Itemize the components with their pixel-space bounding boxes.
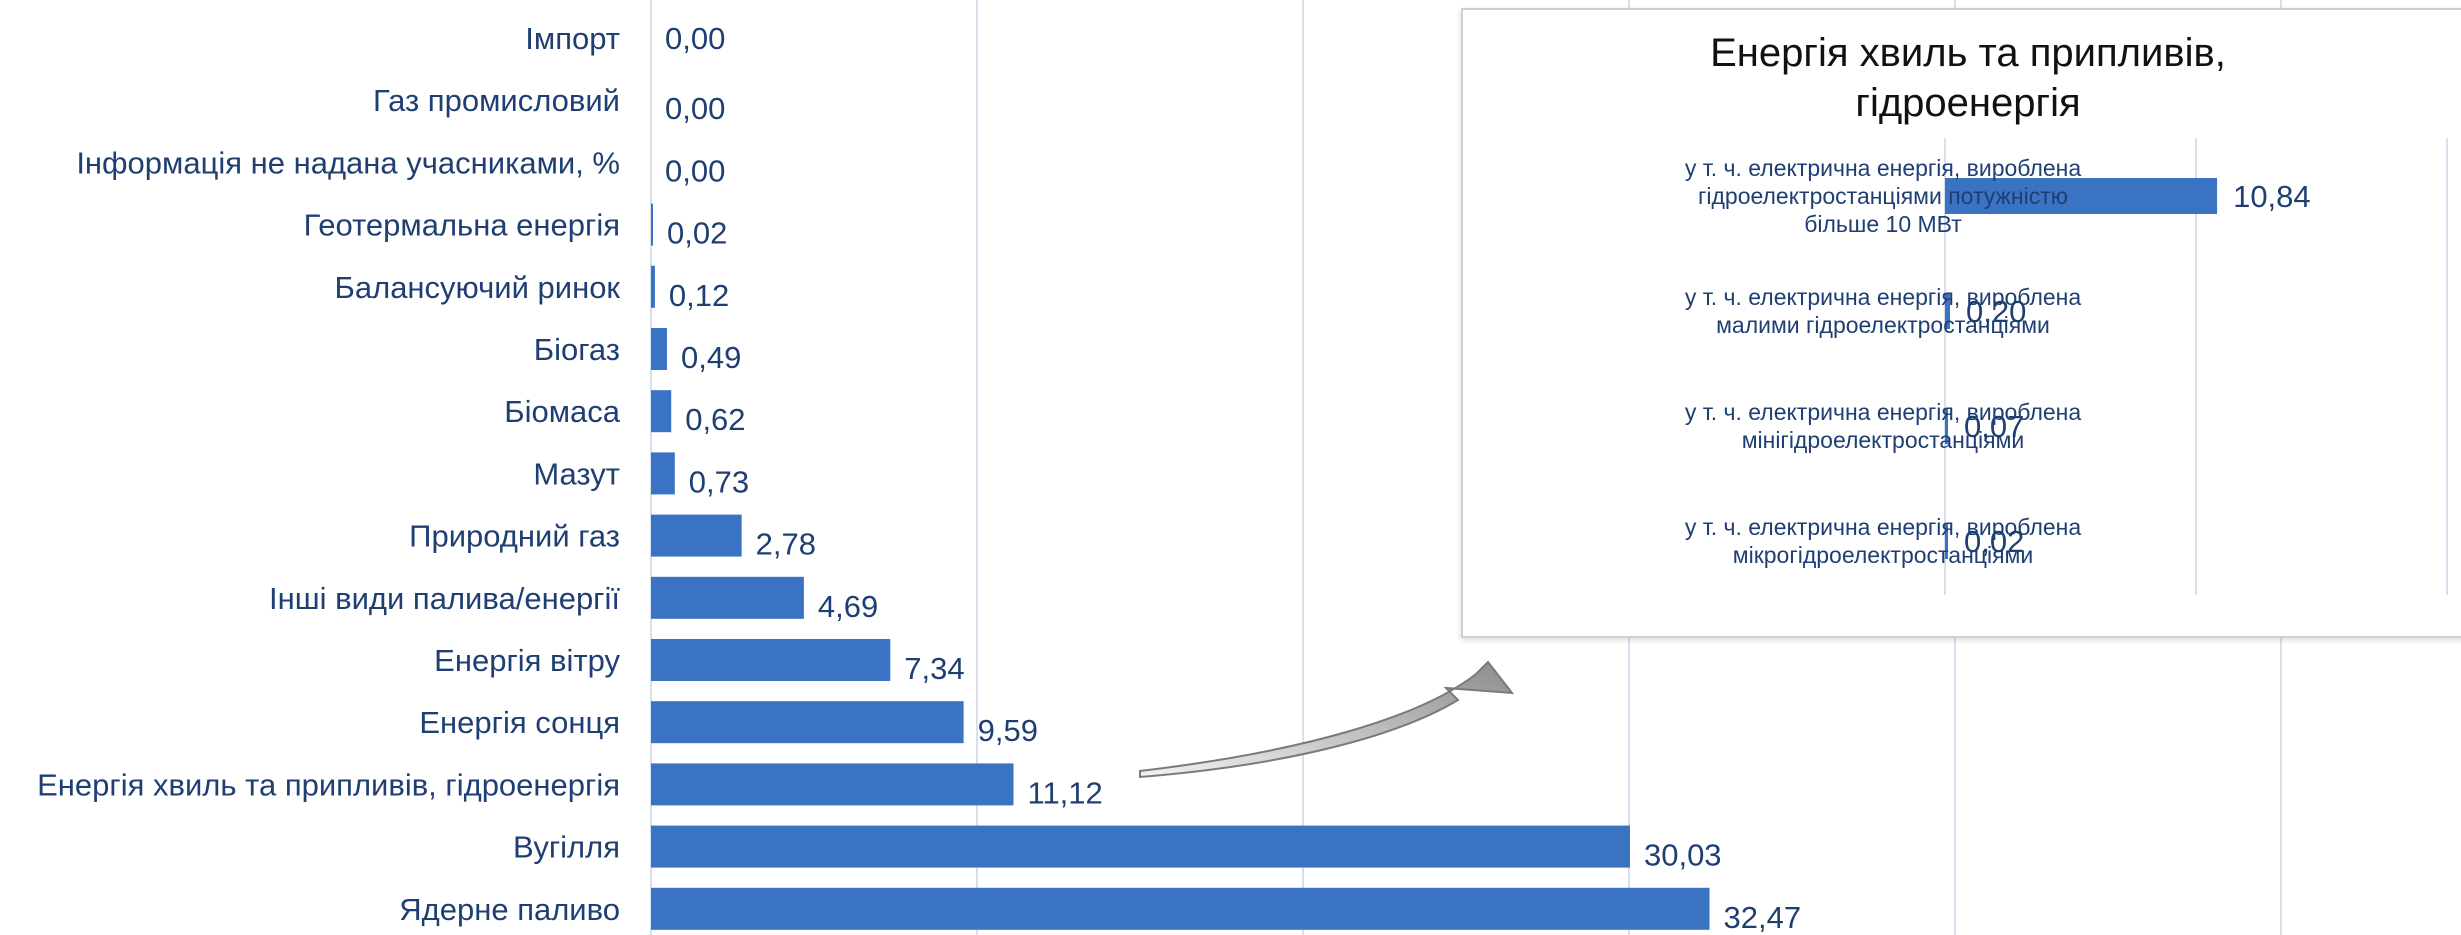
- main-value-label: 0,00: [665, 153, 725, 188]
- inset-chart-panel: у т. ч. електрична енергія, вироблена гід…: [1461, 8, 2461, 638]
- main-value-label: 0,62: [685, 402, 745, 437]
- main-value-label: 0,02: [667, 216, 727, 251]
- inset-bar: [1945, 178, 2218, 214]
- main-category-label: Інші види палива/енергії: [269, 581, 620, 616]
- main-category-label: Газ промисловий: [373, 83, 620, 118]
- main-bar: [651, 328, 667, 370]
- inset-category-label: у т. ч. електрична енергія, вироблена гід…: [1685, 155, 2082, 237]
- main-category-label: Природний газ: [409, 519, 620, 554]
- inset-bars: [1945, 178, 2218, 559]
- inset-gridlines: [1944, 138, 2448, 595]
- main-value-label: 30,03: [1644, 838, 1722, 873]
- inset-title-line-1: Енергія хвиль та припливів,: [1710, 31, 2226, 75]
- main-category-label: Енергія вітру: [434, 643, 620, 678]
- inset-category-label: у т. ч. електрична енергія, вироблена мал…: [1685, 284, 2082, 338]
- main-bars: [651, 203, 1710, 930]
- main-bar: [651, 639, 891, 681]
- inset-value-labels: 10,84 0,20 0,07 0,02: [1964, 179, 2311, 559]
- inset-category-labels: у т. ч. електрична енергія, вироблена гід…: [1685, 155, 2082, 568]
- main-category-label: Імпорт: [525, 21, 620, 56]
- inset-category-label-line: у т. ч. електрична енергія, вироблена: [1685, 284, 2082, 310]
- main-category-label: Інформація не надана учасниками, %: [76, 145, 620, 180]
- inset-category-label-line: більше 10 МВт: [1804, 211, 1962, 237]
- main-value-label: 0,00: [665, 91, 725, 126]
- main-category-labels: Імпорт Газ промисловий Інформація не надан…: [37, 21, 621, 927]
- main-value-label: 0,73: [689, 464, 749, 499]
- main-value-label: 0,49: [681, 340, 741, 375]
- main-category-label: Біогаз: [534, 332, 620, 367]
- main-value-label: 0,00: [665, 21, 725, 56]
- main-bar: [651, 825, 1630, 868]
- main-category-label: Балансуючий ринок: [335, 270, 621, 305]
- main-bar: [651, 514, 742, 557]
- main-category-label: Геотермальна енергія: [304, 208, 620, 243]
- main-value-label: 9,59: [978, 713, 1038, 748]
- inset-category-label-line: мінігідроелектростанціями: [1742, 427, 2025, 453]
- main-value-label: 4,69: [818, 589, 878, 624]
- main-category-label: Енергія сонця: [419, 705, 620, 740]
- inset-value-label: 0,20: [1966, 294, 2026, 329]
- main-bar: [651, 887, 1710, 930]
- main-category-label: Енергія хвиль та припливів, гідроенергія: [37, 767, 620, 802]
- inset-category-label: у т. ч. електрична енергія, вироблена мін…: [1685, 399, 2082, 453]
- inset-bar-chart: у т. ч. електрична енергія, вироблена гід…: [1685, 138, 2448, 595]
- main-bar: [651, 265, 655, 308]
- main-value-label: 0,12: [669, 278, 729, 313]
- inset-bar: [1945, 293, 1951, 329]
- main-category-label: Біомаса: [504, 394, 621, 429]
- main-value-label: 32,47: [1724, 900, 1802, 935]
- main-category-label: Мазут: [533, 456, 620, 491]
- inset-value-label: 10,84: [2233, 179, 2311, 214]
- inset-bar: [1945, 408, 1948, 444]
- inset-value-label: 0,07: [1964, 409, 2024, 444]
- inset-category-label-line: гідроелектростанціями потужністю: [1698, 183, 2068, 209]
- inset-title: Енергія хвиль та припливів, гідроенергія: [1463, 28, 2461, 128]
- inset-bar: [1945, 523, 1948, 559]
- main-bar: [651, 452, 675, 495]
- main-bar: [651, 203, 653, 246]
- inset-category-label-line: малими гідроелектростанціями: [1716, 312, 2050, 338]
- main-category-label: Ядерне паливо: [399, 892, 620, 927]
- inset-category-label-line: мікрогідроелектростанціями: [1733, 542, 2033, 568]
- inset-title-line-2: гідроенергія: [1855, 81, 2081, 125]
- inset-category-label-line: у т. ч. електрична енергія, вироблена: [1685, 399, 2082, 425]
- main-bar: [651, 576, 804, 619]
- main-category-label: Вугілля: [513, 830, 620, 865]
- main-value-label: 2,78: [756, 527, 816, 562]
- main-bar: [651, 390, 672, 433]
- main-value-label: 7,34: [904, 651, 964, 686]
- main-bar: [651, 763, 1014, 806]
- inset-category-label-line: у т. ч. електрична енергія, вироблена: [1685, 514, 2082, 540]
- inset-value-label: 0,02: [1964, 524, 2024, 559]
- inset-category-label: у т. ч. електрична енергія, вироблена мік…: [1685, 514, 2082, 568]
- main-value-label: 11,12: [1028, 775, 1103, 810]
- inset-category-label-line: у т. ч. електрична енергія, вироблена: [1685, 155, 2082, 181]
- main-value-labels: 0,00 0,00 0,00 0,02 0,12 0,49 0,62 0,732,784,69…: [665, 21, 1801, 935]
- main-bar: [651, 701, 964, 744]
